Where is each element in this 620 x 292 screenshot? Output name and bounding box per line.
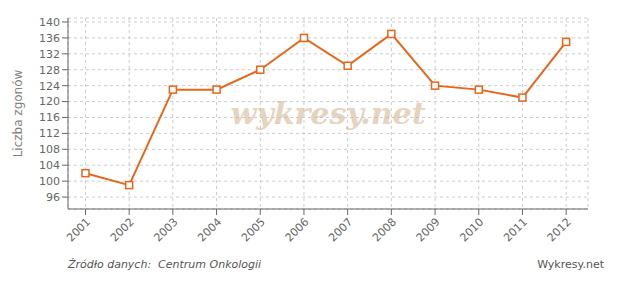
svg-text:2004: 2004 (195, 215, 224, 244)
svg-text:112: 112 (39, 127, 60, 140)
html-text:Wykresy.net: Wykresy.net (537, 257, 604, 271)
svg-text:132: 132 (39, 48, 60, 61)
svg-text:2011: 2011 (501, 215, 530, 244)
svg-text:2012: 2012 (545, 215, 574, 244)
svg-text:100: 100 (39, 175, 60, 188)
svg-text:136: 136 (39, 32, 60, 45)
svg-text:140: 140 (39, 16, 60, 29)
svg-text:2006: 2006 (283, 215, 312, 244)
svg-text:96: 96 (46, 191, 60, 204)
svg-text:2005: 2005 (239, 215, 268, 244)
svg-text:104: 104 (39, 159, 60, 172)
svg-text:2001: 2001 (64, 215, 93, 244)
svg-text:2008: 2008 (370, 215, 399, 244)
html-text:Źródło danych: Centrum Onkolog: Źródło danych: Centrum Onkologii (68, 257, 262, 271)
svg-text:124: 124 (39, 80, 60, 93)
svg-text:2010: 2010 (457, 215, 486, 244)
svg-text:Liczba zgonów: Liczba zgonów (11, 69, 25, 157)
svg-text:108: 108 (39, 143, 60, 156)
svg-text:2007: 2007 (326, 215, 355, 244)
svg-text:2002: 2002 (108, 215, 137, 244)
svg-text:116: 116 (39, 111, 60, 124)
svg-text:2009: 2009 (414, 215, 443, 244)
svg-text:2003: 2003 (152, 215, 181, 244)
svg-text:128: 128 (39, 64, 60, 77)
html-text:wykresy.net: wykresy.net (230, 96, 426, 131)
svg-text:120: 120 (39, 95, 60, 108)
